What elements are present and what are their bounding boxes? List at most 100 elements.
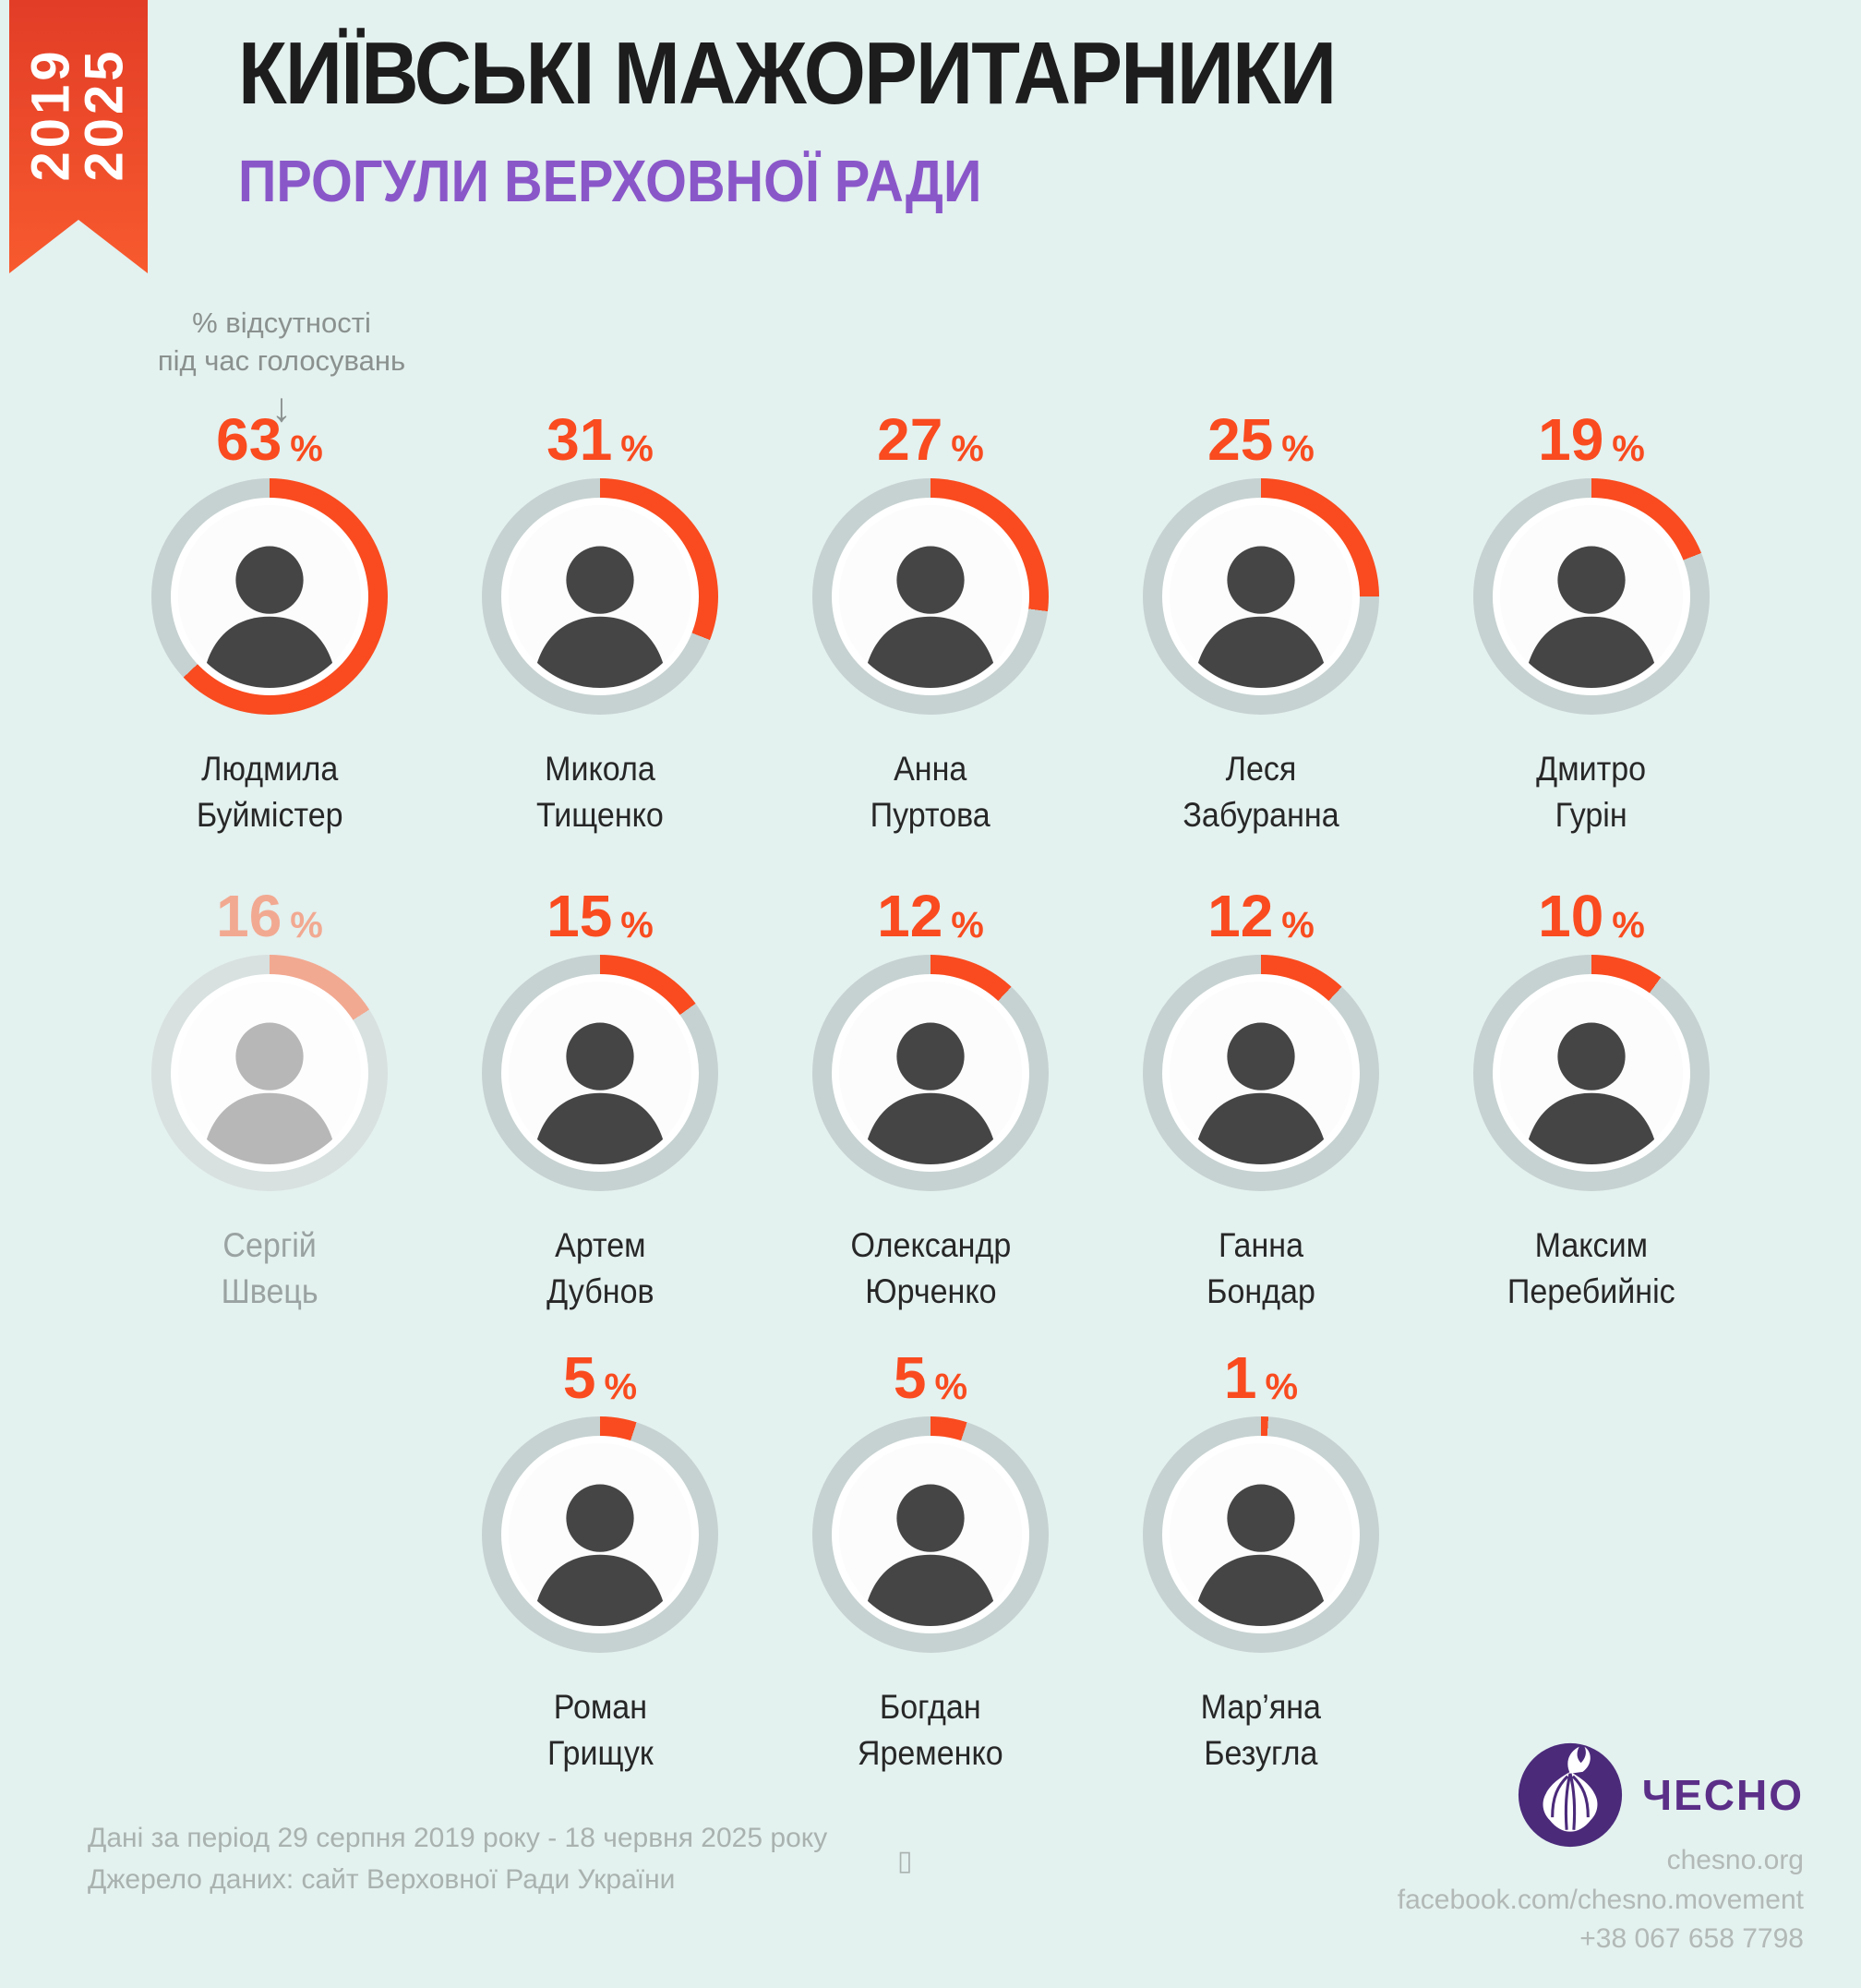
axis-annotation: % відсутності під час голосувань ↓ — [51, 305, 512, 428]
donut-inner — [832, 498, 1029, 695]
last-name: Грищук — [546, 1733, 654, 1772]
last-name: Юрченко — [864, 1271, 997, 1310]
absence-donut — [812, 955, 1049, 1191]
percent-label: 27% — [877, 403, 984, 469]
percent-value: 5 — [893, 1344, 927, 1411]
period-ribbon: 2019 2025 — [9, 0, 148, 273]
percent-sign: % — [620, 428, 654, 469]
first-name: Роман — [553, 1688, 647, 1726]
last-name: Перебийніс — [1507, 1271, 1675, 1310]
absence-donut — [812, 1416, 1049, 1653]
absence-donut — [1143, 1416, 1379, 1653]
portrait-photo — [509, 1443, 691, 1626]
percent-sign: % — [1281, 428, 1315, 469]
data-period: Дані за період 29 серпня 2019 року - 18 … — [88, 1823, 828, 1853]
deputies-row-3: 5% Роман Грищук 5% Богдан Яременко 1% Мар’яна Бе… — [0, 1341, 1861, 1777]
deputy-card: 63% Людмила Буймістер — [104, 403, 435, 838]
deputy-name: Дмитро Гурін — [1537, 746, 1647, 838]
percent-value: 25 — [1207, 406, 1274, 473]
deputy-name: Людмила Буймістер — [197, 746, 343, 838]
chesno-garlic-icon — [1518, 1742, 1622, 1848]
person-silhouette-icon — [1500, 982, 1683, 1164]
percent-value: 12 — [1207, 883, 1274, 949]
deputy-card: 16% Сергій Швець — [104, 879, 435, 1315]
deputy-card: 25% Леся Забуранна — [1096, 403, 1426, 838]
portrait-photo — [839, 1443, 1022, 1626]
donut-inner — [832, 1436, 1029, 1633]
donut-inner — [1162, 974, 1360, 1172]
percent-sign: % — [1612, 428, 1645, 469]
percent-label: 25% — [1207, 403, 1315, 469]
last-name: Гурін — [1555, 795, 1628, 834]
first-name: Леся — [1225, 750, 1297, 788]
first-name: Богдан — [880, 1688, 981, 1726]
percent-sign: % — [1265, 1367, 1299, 1407]
donut-inner — [1162, 1436, 1360, 1633]
absence-donut — [482, 478, 718, 715]
portrait-photo — [1170, 1443, 1352, 1626]
portrait-photo — [178, 982, 361, 1164]
absence-donut — [1473, 955, 1710, 1191]
brand-name: ЧЕСНО — [1641, 1771, 1804, 1819]
absence-donut — [151, 478, 388, 715]
deputy-name: Ганна Бондар — [1207, 1223, 1315, 1315]
person-silhouette-icon — [509, 982, 691, 1164]
person-silhouette-icon — [839, 505, 1022, 688]
portrait-photo — [1500, 982, 1683, 1164]
ribbon-years: 2019 2025 — [25, 47, 132, 181]
deputy-card: 19% Дмитро Гурін — [1426, 403, 1757, 838]
deputy-name: Богдан Яременко — [858, 1684, 1003, 1777]
deputy-card: 15% Артем Дубнов — [435, 879, 765, 1315]
percent-label: 63% — [216, 403, 323, 469]
year-start: 2019 — [21, 47, 81, 182]
percent-value: 31 — [546, 406, 613, 473]
phone-number: +38 067 658 7798 — [1579, 1923, 1804, 1955]
absence-donut — [1473, 478, 1710, 715]
first-name: Мар’яна — [1200, 1688, 1322, 1726]
deputy-name: Роман Грищук — [547, 1684, 654, 1777]
percent-sign: % — [951, 905, 984, 946]
header: КИЇВСЬКІ МАЖОРИТАРНИКИ ПРОГУЛИ ВЕРХОВНОЇ… — [238, 30, 1457, 211]
deputy-name: Мар’яна Безугла — [1201, 1684, 1321, 1777]
deputy-name: Анна Пуртова — [870, 746, 991, 838]
absence-donut — [1143, 955, 1379, 1191]
last-name: Буймістер — [196, 795, 343, 834]
last-name: Тищенко — [536, 795, 664, 834]
percent-sign: % — [1281, 905, 1315, 946]
deputy-name: Леся Забуранна — [1183, 746, 1339, 838]
deputy-name: Олександр Юрченко — [850, 1223, 1011, 1315]
person-silhouette-icon — [1500, 505, 1683, 688]
deputy-card: 27% Анна Пуртова — [765, 403, 1096, 838]
data-source: Джерело даних: сайт Верховної Ради Украї… — [88, 1864, 676, 1895]
donut-inner — [832, 974, 1029, 1172]
percent-value: 12 — [877, 883, 943, 949]
percent-sign: % — [290, 905, 323, 946]
first-name: Артем — [554, 1226, 646, 1264]
percent-value: 19 — [1538, 406, 1604, 473]
portrait-photo — [178, 505, 361, 688]
deputy-name: Сергій Швець — [221, 1223, 318, 1315]
percent-value: 1 — [1223, 1344, 1257, 1411]
percent-value: 15 — [546, 883, 613, 949]
percent-label: 10% — [1538, 879, 1645, 946]
down-arrow-icon: ↓ — [271, 384, 292, 430]
facebook-link: facebook.com/chesno.movement — [1397, 1884, 1804, 1915]
donut-inner — [501, 498, 699, 695]
percent-value: 16 — [216, 883, 282, 949]
person-silhouette-icon — [509, 505, 691, 688]
portrait-photo — [509, 505, 691, 688]
deputy-card: 5% Богдан Яременко — [765, 1341, 1096, 1777]
deputy-name: Максим Перебийніс — [1507, 1223, 1675, 1315]
percent-label: 12% — [1207, 879, 1315, 946]
percent-label: 1% — [1224, 1341, 1298, 1407]
absence-donut — [151, 955, 388, 1191]
footer-source: Дані за період 29 серпня 2019 року - 18 … — [88, 1817, 827, 1900]
person-silhouette-icon — [178, 505, 361, 688]
brand-block: ЧЕСНО — [1517, 1741, 1804, 1849]
donut-inner — [501, 974, 699, 1172]
last-name: Швець — [221, 1271, 318, 1310]
last-name: Бондар — [1207, 1271, 1315, 1310]
portrait-photo — [839, 982, 1022, 1164]
deputy-card: 10% Максим Перебийніс — [1426, 879, 1757, 1315]
person-silhouette-icon — [1170, 505, 1352, 688]
